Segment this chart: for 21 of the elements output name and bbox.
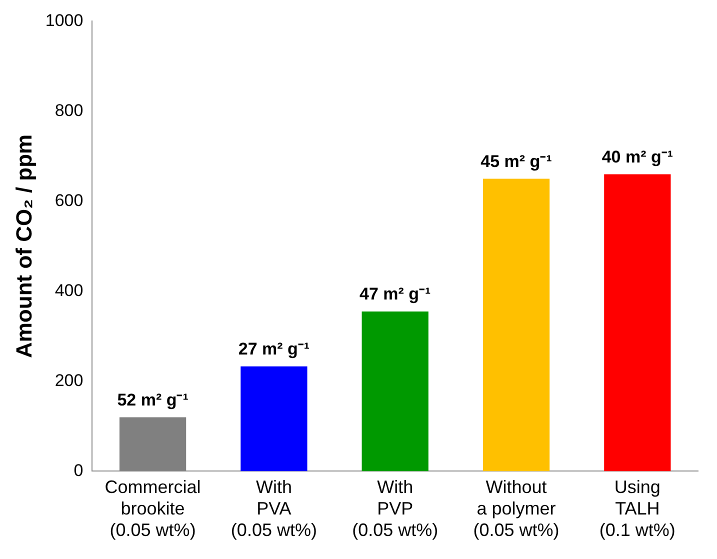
bar [604, 174, 671, 472]
x-tick-label: Commercial brookite (0.05 wt%) [104, 476, 201, 540]
y-axis-title: Amount of CO₂ / ppm [11, 134, 36, 358]
x-tick-label: With PVP (0.05 wt%) [352, 476, 438, 540]
y-tick-label: 0 [74, 460, 84, 480]
x-tick-label: Without a polymer (0.05 wt%) [473, 476, 560, 540]
annotation: 47 m² g⁻¹ [360, 284, 432, 304]
y-tick-label: 200 [54, 370, 84, 390]
y-tick-label: 600 [54, 190, 84, 210]
x-tick-label: With PVA (0.05 wt%) [230, 476, 317, 540]
annotation: 45 m² g⁻¹ [480, 152, 552, 171]
bar [240, 366, 308, 472]
annotation: 40 m² g⁻¹ [602, 147, 674, 166]
annotation: 52 m² g⁻¹ [117, 390, 189, 410]
bar [362, 311, 428, 472]
y-tick-label: 400 [54, 280, 84, 300]
bar [482, 178, 550, 472]
y-tick-label: 800 [54, 100, 84, 120]
y-tick-label: 1000 [45, 10, 84, 30]
x-tick-label: Using TALH (0.1 wt%) [599, 476, 676, 540]
annotation: 27 m² g⁻¹ [238, 340, 310, 359]
